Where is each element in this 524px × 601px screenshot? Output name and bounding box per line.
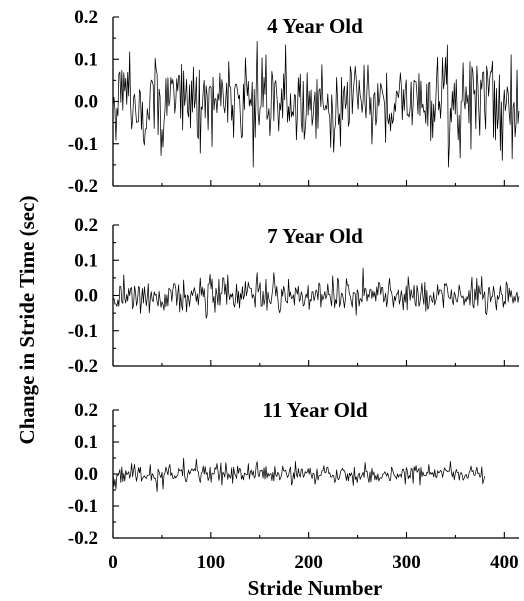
y-axis-title-group: Change in Stride Time (sec)	[15, 196, 39, 445]
y-tick-label: 0.2	[74, 215, 98, 236]
x-tick-label: 200	[294, 552, 323, 573]
y-tick-label: -0.2	[68, 176, 98, 197]
y-tick-label: -0.1	[68, 134, 98, 155]
x-tick-labels: 0 100 200 300 400	[108, 552, 518, 573]
y-tick-label: 0.2	[74, 400, 98, 421]
y-tick-label: 0.0	[74, 92, 98, 113]
x-tick-label: 300	[392, 552, 421, 573]
panel-3: 11 Year Old 0.2 0.1 0.0 -0.1 -0.2	[68, 398, 519, 549]
panel-1: 4 Year Old 0.2 0.1 0.0 -0.1 -0.2	[68, 7, 520, 197]
stride-series-line	[112, 267, 520, 319]
y-tick-label: -0.2	[68, 528, 98, 549]
panel-title: 11 Year Old	[262, 398, 367, 422]
panels: 4 Year Old 0.2 0.1 0.0 -0.1 -0.2 7 Year Old 0.2…	[68, 7, 520, 573]
panel-title: 4 Year Old	[267, 14, 363, 38]
y-tick-label: 0.0	[74, 464, 98, 485]
y-tick-label: 0.2	[74, 7, 98, 28]
x-axis-title: Stride Number	[248, 576, 383, 600]
x-tick-label: 100	[197, 552, 226, 573]
y-tick-label: 0.1	[74, 49, 98, 70]
y-tick-label: 0.1	[74, 432, 98, 453]
x-tick-label: 400	[490, 552, 519, 573]
stride-series-line	[112, 457, 486, 492]
y-tick-label: -0.1	[68, 496, 98, 517]
y-axis-title: Change in Stride Time (sec)	[15, 196, 39, 445]
stride-series-line	[112, 40, 520, 168]
panel-2: 7 Year Old 0.2 0.1 0.0 -0.1 -0.2	[68, 215, 520, 377]
y-tick-label: 0.1	[74, 250, 98, 271]
x-tick-label: 0	[108, 552, 118, 573]
y-tick-label: -0.2	[68, 356, 98, 377]
y-tick-label: -0.1	[68, 321, 98, 342]
y-tick-label: 0.0	[74, 286, 98, 307]
panel-title: 7 Year Old	[267, 224, 363, 248]
